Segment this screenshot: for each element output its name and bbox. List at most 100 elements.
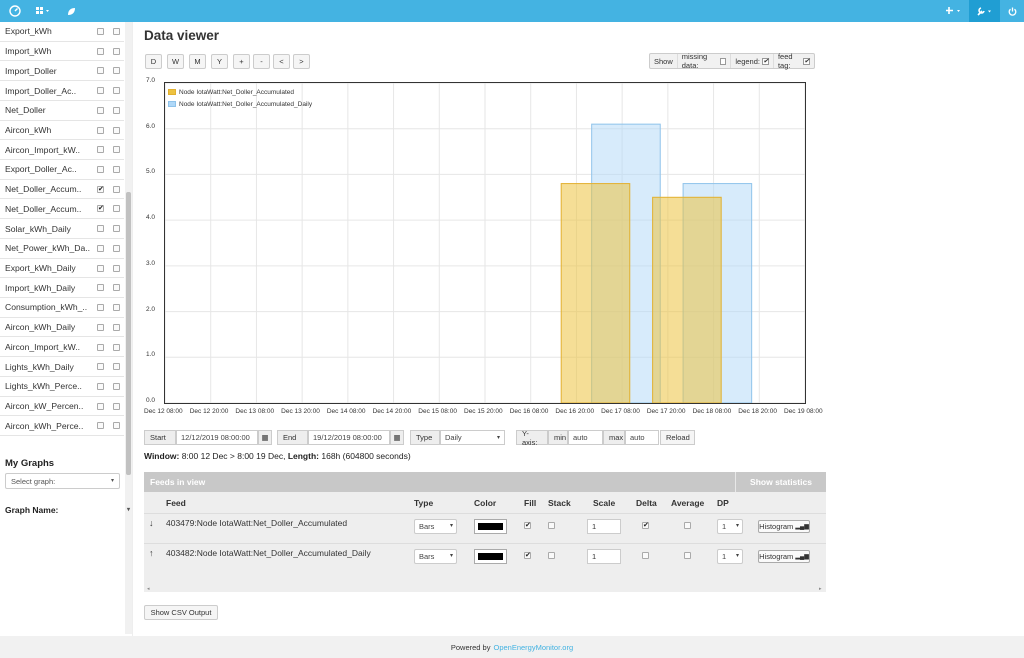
feed-right-axis-checkbox[interactable] (113, 106, 120, 114)
feed-left-axis-checkbox[interactable] (97, 264, 104, 272)
stack-checkbox[interactable] (548, 552, 555, 559)
chart-plot-area[interactable] (164, 82, 806, 404)
sidebar-feed-item[interactable]: Import_kWh_Daily (0, 278, 124, 299)
sidebar-feed-item[interactable]: Aircon_kW_Percen.. (0, 397, 124, 417)
feed-left-axis-checkbox[interactable] (97, 47, 104, 55)
feed-right-axis-checkbox[interactable] (113, 205, 120, 213)
feed-left-axis-checkbox[interactable] (97, 166, 104, 174)
feed-right-axis-checkbox[interactable] (113, 146, 120, 154)
scale-input[interactable]: 1 (587, 519, 621, 534)
color-picker[interactable] (474, 519, 507, 534)
scroll-right-arrow[interactable]: ▸ (819, 586, 822, 592)
sidebar-feed-item[interactable]: Solar_kWh_Daily (0, 219, 124, 239)
feed-left-axis-checkbox[interactable] (97, 363, 104, 371)
sidebar-feed-item[interactable]: Import_Doller_Ac.. (0, 81, 124, 101)
feed-right-axis-checkbox[interactable] (113, 166, 120, 174)
scrollbar-thumb[interactable] (126, 192, 131, 475)
sidebar-feed-item[interactable]: Import_kWh (0, 42, 124, 62)
reload-button[interactable]: Reload (660, 430, 695, 445)
day-button[interactable]: D (145, 54, 162, 69)
end-date-input[interactable]: 19/12/2019 08:00:00 (308, 430, 390, 445)
sidebar-feed-item[interactable]: Aircon_kWh (0, 121, 124, 141)
select-graph-dropdown[interactable]: Select graph: ▾ (5, 473, 120, 489)
sidebar-feed-item[interactable]: Net_Doller_Accum.. ✔ (0, 199, 124, 220)
sidebar-feed-item[interactable]: Lights_kWh_Perce.. (0, 377, 124, 397)
apps-grid-icon[interactable] (32, 0, 54, 22)
pan-right-button[interactable]: > (293, 54, 310, 69)
feed-left-axis-checkbox[interactable] (97, 87, 104, 95)
feed-left-axis-checkbox[interactable] (97, 304, 104, 312)
feed-right-axis-checkbox[interactable] (113, 382, 120, 390)
feed-right-axis-checkbox[interactable] (113, 225, 120, 233)
sidebar-feed-item[interactable]: Import_Doller (0, 61, 124, 82)
footer-link[interactable]: OpenEnergyMonitor.org (493, 642, 574, 652)
histogram-button[interactable]: Histogram ▂▄▆ (758, 520, 810, 533)
average-checkbox[interactable] (684, 522, 691, 529)
feed-right-axis-checkbox[interactable] (113, 67, 120, 75)
feed-left-axis-checkbox[interactable]: ✔ (97, 205, 104, 213)
feed-left-axis-checkbox[interactable] (97, 28, 104, 35)
feed-right-axis-checkbox[interactable] (113, 363, 120, 371)
sidebar-feed-item[interactable]: Aircon_Import_kW.. (0, 338, 124, 358)
feed-right-axis-checkbox[interactable] (113, 87, 120, 95)
show-statistics-button[interactable]: Show statistics (735, 472, 826, 492)
feed-left-axis-checkbox[interactable] (97, 146, 104, 154)
feed-right-axis-checkbox[interactable] (113, 185, 120, 193)
sidebar-feed-item[interactable]: Lights_kWh_Daily (0, 357, 124, 377)
feed-left-axis-checkbox[interactable] (97, 225, 104, 233)
sidebar-feed-item[interactable]: Aircon_kWh_Perce.. (0, 416, 124, 437)
average-checkbox[interactable] (684, 552, 691, 559)
feed-right-axis-checkbox[interactable] (113, 343, 120, 351)
feed-right-axis-checkbox[interactable] (113, 304, 120, 312)
feed-right-axis-checkbox[interactable] (113, 323, 120, 331)
feed-left-axis-checkbox[interactable] (97, 402, 104, 410)
delta-checkbox[interactable] (642, 552, 649, 559)
missing-data-checkbox[interactable] (720, 57, 727, 65)
move-up-arrow[interactable]: ↑ (149, 548, 154, 558)
delta-checkbox[interactable]: ✔ (642, 522, 649, 529)
week-button[interactable]: W (167, 54, 184, 69)
feed-right-axis-checkbox[interactable] (113, 402, 120, 410)
sidebar-feed-item[interactable]: Export_kWh (0, 22, 124, 42)
ymin-input[interactable]: auto (568, 430, 603, 445)
feed-left-axis-checkbox[interactable] (97, 422, 104, 430)
chart-bar[interactable] (652, 196, 722, 404)
feed-right-axis-checkbox[interactable] (113, 28, 120, 35)
feed-right-axis-checkbox[interactable] (113, 47, 120, 55)
feed-right-axis-checkbox[interactable] (113, 264, 120, 272)
zoom-out-button[interactable]: - (253, 54, 270, 69)
sidebar-scrollbar[interactable] (125, 22, 132, 634)
graph-name-toggle[interactable]: Graph Name: ▾ (5, 505, 130, 515)
year-button[interactable]: Y (211, 54, 228, 69)
missing-data-option[interactable]: missing data: (678, 52, 732, 70)
feed-left-axis-checkbox[interactable] (97, 382, 104, 390)
feed-tag-option[interactable]: feed tag: ✔ (774, 52, 814, 70)
sidebar-feed-item[interactable]: Consumption_kWh_.. (0, 298, 124, 318)
sidebar-feed-item[interactable]: Net_Doller (0, 101, 124, 121)
calendar-icon[interactable]: ▦ (258, 430, 272, 445)
sidebar-feed-item[interactable]: Export_Doller_Ac.. (0, 160, 124, 180)
feed-tag-checkbox[interactable]: ✔ (803, 57, 810, 65)
show-csv-button[interactable]: Show CSV Output (144, 605, 218, 620)
fill-checkbox[interactable]: ✔ (524, 552, 531, 559)
sidebar-feed-item[interactable]: Export_kWh_Daily (0, 259, 124, 279)
feed-left-axis-checkbox[interactable] (97, 67, 104, 75)
ymax-input[interactable]: auto (625, 430, 659, 445)
power-icon[interactable] (1004, 0, 1020, 22)
start-date-input[interactable]: 12/12/2019 08:00:00 (176, 430, 258, 445)
sidebar-feed-item[interactable]: Net_Power_kWh_Da.. (0, 239, 124, 259)
scroll-left-arrow[interactable]: ◂ (147, 586, 150, 592)
feed-left-axis-checkbox[interactable] (97, 323, 104, 331)
legend-option[interactable]: legend: ✔ (731, 54, 774, 68)
month-button[interactable]: M (189, 54, 206, 69)
feed-left-axis-checkbox[interactable] (97, 343, 104, 351)
feed-left-axis-checkbox[interactable] (97, 244, 104, 252)
move-down-arrow[interactable]: ↓ (149, 518, 154, 528)
type-select[interactable]: Daily ▾ (440, 430, 505, 445)
feed-right-axis-checkbox[interactable] (113, 284, 120, 292)
dp-dropdown[interactable]: 1 ▾ (717, 519, 743, 534)
feed-left-axis-checkbox[interactable] (97, 106, 104, 114)
wrench-icon[interactable] (969, 0, 1000, 22)
feed-right-axis-checkbox[interactable] (113, 126, 120, 134)
calendar-icon[interactable]: ▦ (390, 430, 404, 445)
